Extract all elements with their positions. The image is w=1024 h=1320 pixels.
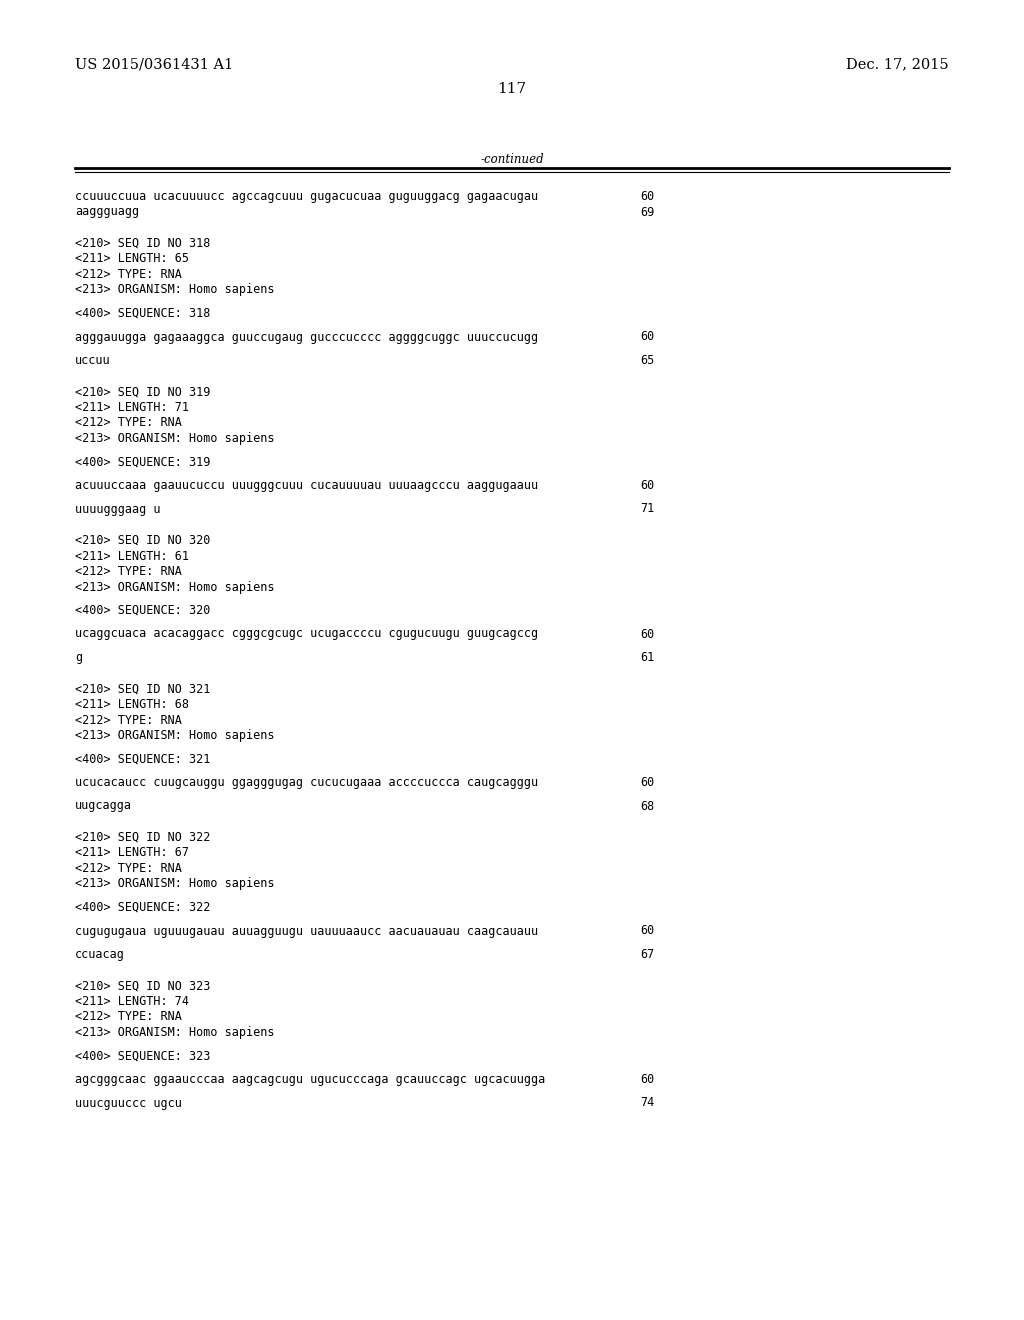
Text: 68: 68 [640, 800, 654, 813]
Text: <400> SEQUENCE: 320: <400> SEQUENCE: 320 [75, 605, 210, 616]
Text: 60: 60 [640, 479, 654, 492]
Text: Dec. 17, 2015: Dec. 17, 2015 [847, 57, 949, 71]
Text: US 2015/0361431 A1: US 2015/0361431 A1 [75, 57, 233, 71]
Text: 74: 74 [640, 1097, 654, 1110]
Text: <400> SEQUENCE: 319: <400> SEQUENCE: 319 [75, 455, 210, 469]
Text: uugcagga: uugcagga [75, 800, 132, 813]
Text: <210> SEQ ID NO 323: <210> SEQ ID NO 323 [75, 979, 210, 993]
Text: ucucacaucc cuugcauggu ggagggugag cucucugaaa accccuccca caugcagggu: ucucacaucc cuugcauggu ggagggugag cucucug… [75, 776, 539, 789]
Text: <212> TYPE: RNA: <212> TYPE: RNA [75, 862, 182, 875]
Text: <213> ORGANISM: Homo sapiens: <213> ORGANISM: Homo sapiens [75, 284, 274, 297]
Text: 69: 69 [640, 206, 654, 219]
Text: <212> TYPE: RNA: <212> TYPE: RNA [75, 714, 182, 726]
Text: g: g [75, 651, 82, 664]
Text: -continued: -continued [480, 153, 544, 166]
Text: 60: 60 [640, 627, 654, 640]
Text: <211> LENGTH: 68: <211> LENGTH: 68 [75, 698, 189, 711]
Text: <213> ORGANISM: Homo sapiens: <213> ORGANISM: Homo sapiens [75, 1026, 274, 1039]
Text: 65: 65 [640, 354, 654, 367]
Text: ccuuuccuua ucacuuuucc agccagcuuu gugacucuaa guguuggacg gagaacugau: ccuuuccuua ucacuuuucc agccagcuuu gugacuc… [75, 190, 539, 203]
Text: ccuacag: ccuacag [75, 948, 125, 961]
Text: 117: 117 [498, 82, 526, 96]
Text: agggauugga gagaaaggca guuccugaug gucccucccc aggggcuggc uuuccucugg: agggauugga gagaaaggca guuccugaug gucccuc… [75, 330, 539, 343]
Text: uuucguuccc ugcu: uuucguuccc ugcu [75, 1097, 182, 1110]
Text: <213> ORGANISM: Homo sapiens: <213> ORGANISM: Homo sapiens [75, 581, 274, 594]
Text: <210> SEQ ID NO 318: <210> SEQ ID NO 318 [75, 238, 210, 249]
Text: uuuugggaag u: uuuugggaag u [75, 503, 161, 516]
Text: <400> SEQUENCE: 318: <400> SEQUENCE: 318 [75, 308, 210, 319]
Text: <210> SEQ ID NO 319: <210> SEQ ID NO 319 [75, 385, 210, 399]
Text: 71: 71 [640, 503, 654, 516]
Text: <213> ORGANISM: Homo sapiens: <213> ORGANISM: Homo sapiens [75, 878, 274, 891]
Text: <400> SEQUENCE: 321: <400> SEQUENCE: 321 [75, 752, 210, 766]
Text: <211> LENGTH: 65: <211> LENGTH: 65 [75, 252, 189, 265]
Text: 60: 60 [640, 924, 654, 937]
Text: ucaggcuaca acacaggacc cgggcgcugc ucugaccccu cgugucuugu guugcagccg: ucaggcuaca acacaggacc cgggcgcugc ucugacc… [75, 627, 539, 640]
Text: <212> TYPE: RNA: <212> TYPE: RNA [75, 417, 182, 429]
Text: acuuuccaaa gaauucuccu uuugggcuuu cucauuuuau uuuaagcccu aaggugaauu: acuuuccaaa gaauucuccu uuugggcuuu cucauuu… [75, 479, 539, 492]
Text: <213> ORGANISM: Homo sapiens: <213> ORGANISM: Homo sapiens [75, 432, 274, 445]
Text: <400> SEQUENCE: 323: <400> SEQUENCE: 323 [75, 1049, 210, 1063]
Text: 61: 61 [640, 651, 654, 664]
Text: 60: 60 [640, 190, 654, 203]
Text: <400> SEQUENCE: 322: <400> SEQUENCE: 322 [75, 902, 210, 913]
Text: <211> LENGTH: 61: <211> LENGTH: 61 [75, 549, 189, 562]
Text: <212> TYPE: RNA: <212> TYPE: RNA [75, 268, 182, 281]
Text: cugugugaua uguuugauau auuagguugu uauuuaaucc aacuauauau caagcauauu: cugugugaua uguuugauau auuagguugu uauuuaa… [75, 924, 539, 937]
Text: <211> LENGTH: 71: <211> LENGTH: 71 [75, 401, 189, 414]
Text: <212> TYPE: RNA: <212> TYPE: RNA [75, 565, 182, 578]
Text: 60: 60 [640, 776, 654, 789]
Text: <210> SEQ ID NO 320: <210> SEQ ID NO 320 [75, 535, 210, 546]
Text: aaggguagg: aaggguagg [75, 206, 139, 219]
Text: agcgggcaac ggaaucccaa aagcagcugu ugucucccaga gcauuccagc ugcacuugga: agcgggcaac ggaaucccaa aagcagcugu ugucucc… [75, 1073, 545, 1086]
Text: 60: 60 [640, 330, 654, 343]
Text: 67: 67 [640, 948, 654, 961]
Text: <210> SEQ ID NO 322: <210> SEQ ID NO 322 [75, 832, 210, 843]
Text: <212> TYPE: RNA: <212> TYPE: RNA [75, 1011, 182, 1023]
Text: <210> SEQ ID NO 321: <210> SEQ ID NO 321 [75, 682, 210, 696]
Text: uccuu: uccuu [75, 354, 111, 367]
Text: <211> LENGTH: 74: <211> LENGTH: 74 [75, 995, 189, 1008]
Text: <213> ORGANISM: Homo sapiens: <213> ORGANISM: Homo sapiens [75, 729, 274, 742]
Text: <211> LENGTH: 67: <211> LENGTH: 67 [75, 846, 189, 859]
Text: 60: 60 [640, 1073, 654, 1086]
